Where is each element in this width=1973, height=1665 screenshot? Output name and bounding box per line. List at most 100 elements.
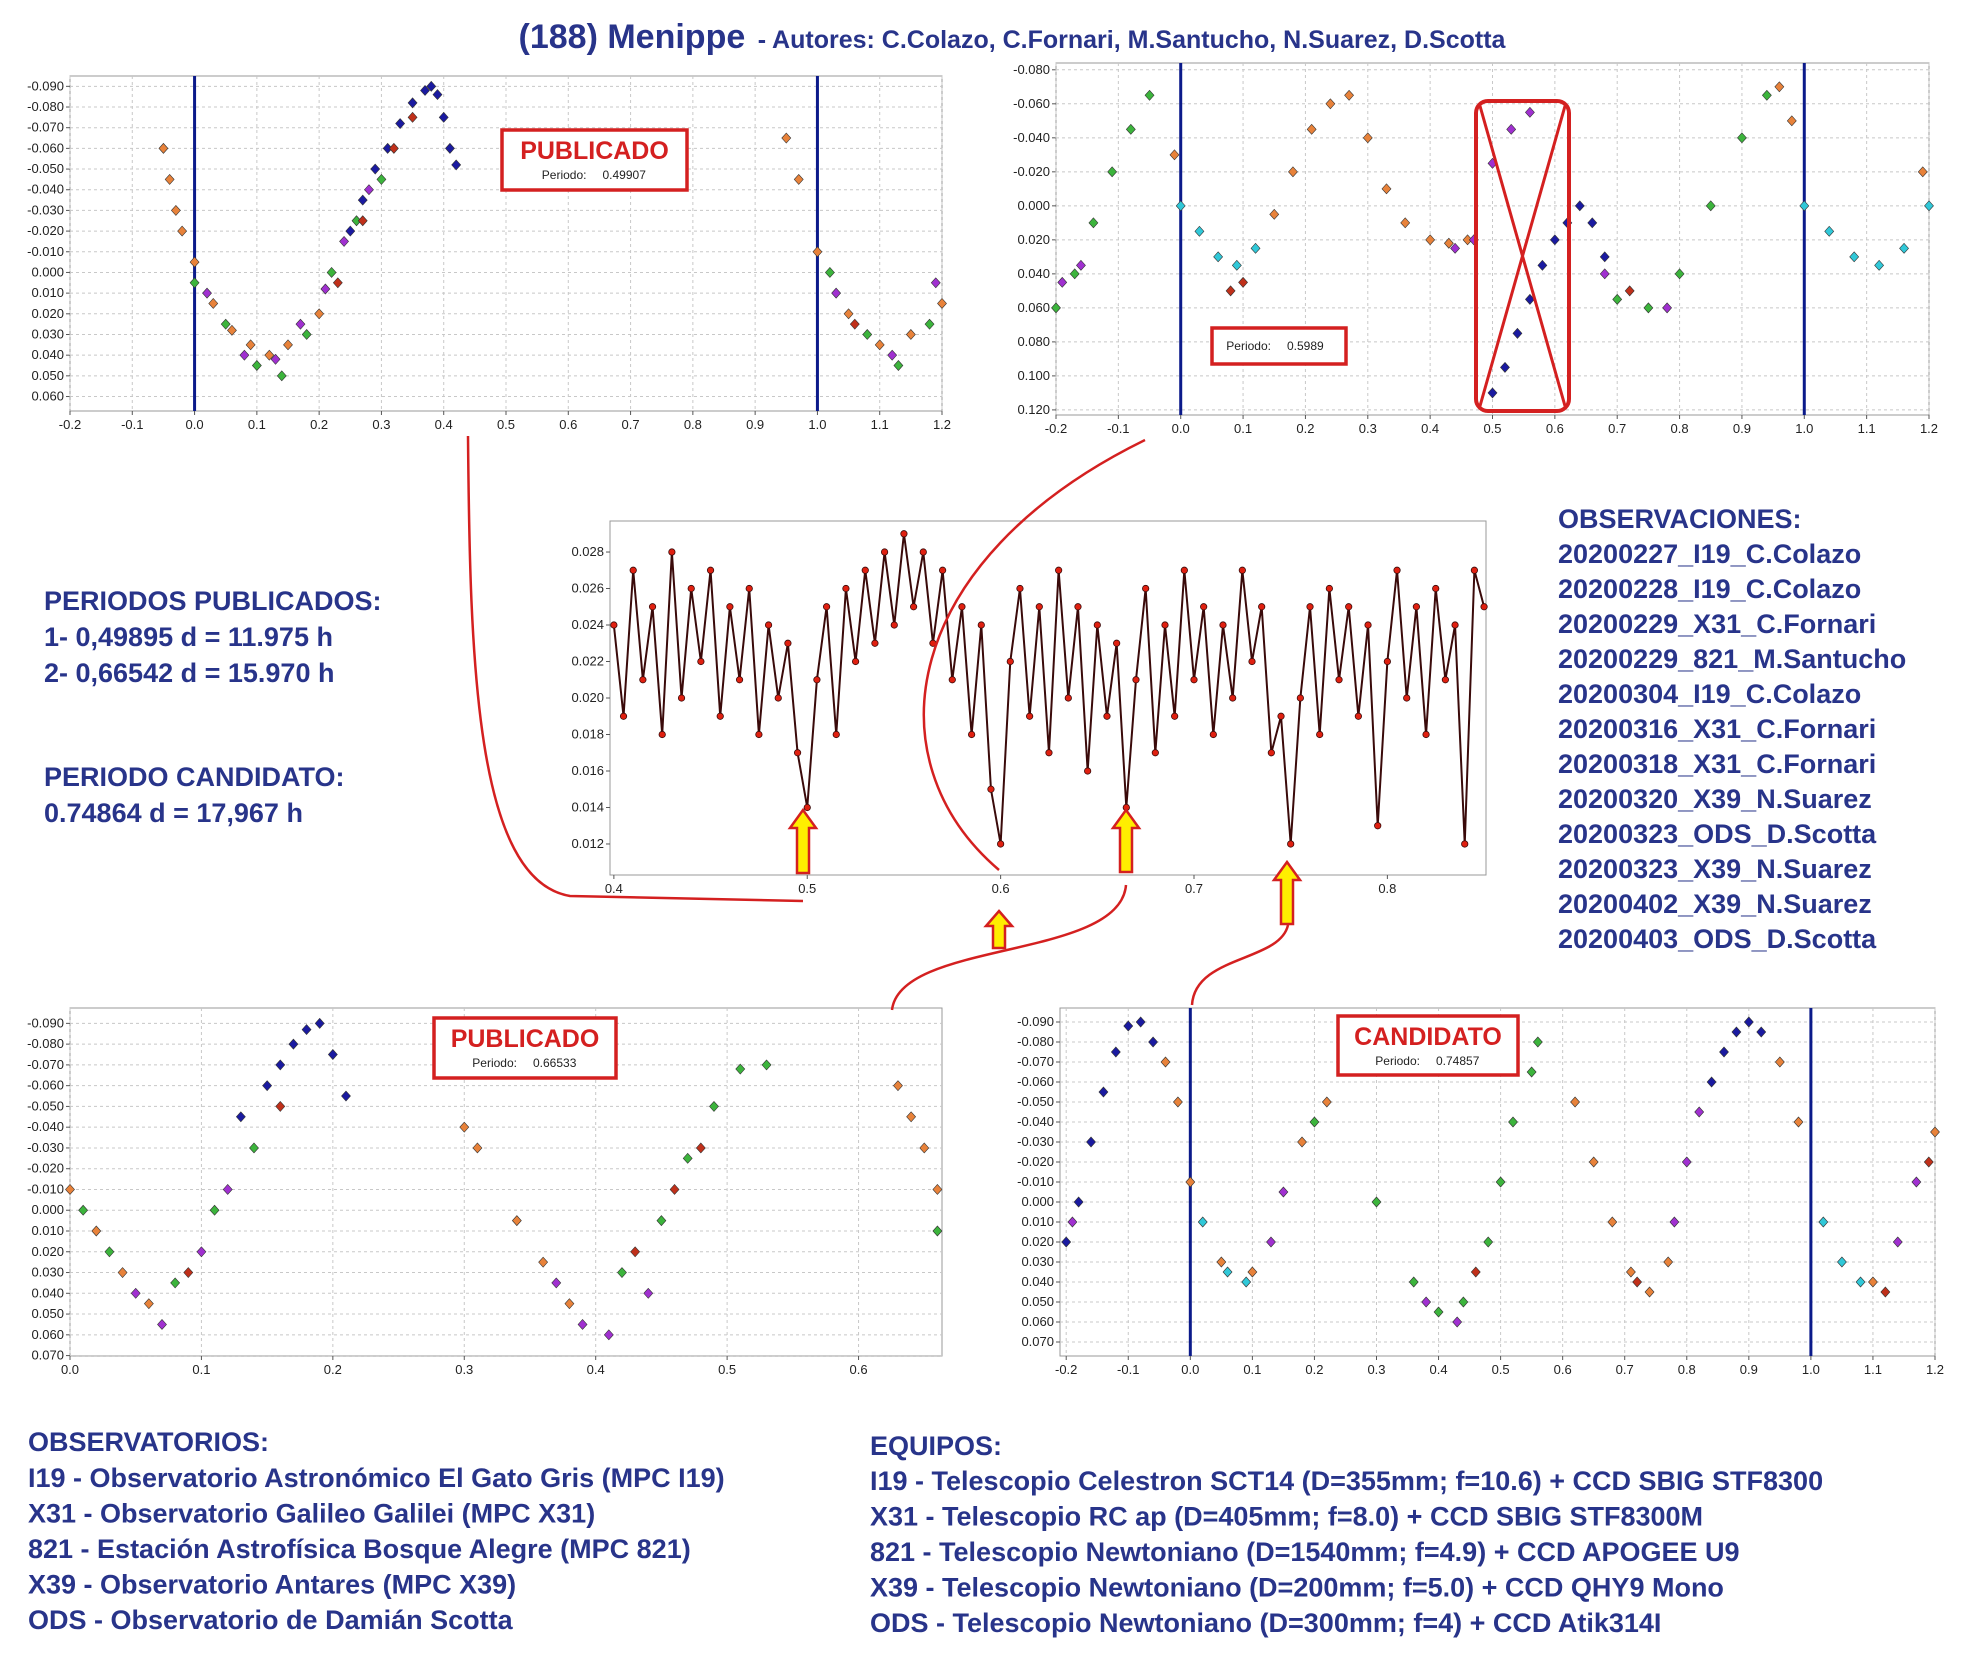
point xyxy=(1487,387,1498,399)
observation: 20200323_ODS_D.Scotta xyxy=(1558,819,1877,849)
point xyxy=(332,277,343,289)
point xyxy=(1267,749,1275,757)
point xyxy=(1737,132,1747,144)
point xyxy=(345,225,356,237)
point xyxy=(1930,1126,1940,1138)
point xyxy=(1258,603,1266,611)
x-tick-label: 1.2 xyxy=(933,417,951,432)
x-tick-label: -0.1 xyxy=(1117,1362,1139,1377)
point xyxy=(1818,1216,1829,1228)
point xyxy=(617,1267,627,1278)
point xyxy=(1238,276,1248,288)
equipment: ODS - Telescopio Newtoniano (D=300mm; f=… xyxy=(870,1608,1661,1638)
authors: - Autores: C.Colazo, C.Fornari, M.Santuc… xyxy=(758,26,1507,54)
point xyxy=(438,111,449,123)
point xyxy=(1383,657,1391,666)
point xyxy=(314,308,325,320)
point xyxy=(1197,1216,1208,1228)
point xyxy=(1506,123,1517,135)
point xyxy=(1599,268,1610,280)
point xyxy=(842,584,850,593)
point xyxy=(445,142,455,154)
point xyxy=(1364,621,1372,629)
point xyxy=(301,1024,312,1036)
y-tick-label: 0.000 xyxy=(1021,1194,1054,1209)
y-tick-label: -0.030 xyxy=(27,1140,64,1155)
point xyxy=(1570,1096,1580,1108)
point xyxy=(1549,234,1560,246)
point xyxy=(1874,259,1885,271)
point xyxy=(639,676,647,684)
point xyxy=(183,1267,194,1278)
point xyxy=(1296,694,1304,702)
x-tick-label: 0.2 xyxy=(324,1362,342,1377)
y-tick-label: -0.070 xyxy=(27,120,64,135)
point xyxy=(1924,200,1934,212)
point xyxy=(709,1100,719,1112)
point xyxy=(1125,123,1136,135)
observation: 20200229_X31_C.Fornari xyxy=(1558,609,1876,639)
point xyxy=(1681,1156,1692,1168)
point xyxy=(208,298,219,309)
point xyxy=(831,287,842,299)
point xyxy=(1381,183,1392,195)
x-tick-label: 0.6 xyxy=(850,1362,868,1377)
point xyxy=(948,676,956,684)
period-line: 0.74864 d = 17,967 h xyxy=(44,798,303,828)
point xyxy=(1412,603,1420,611)
heading: OBSERVATORIOS: xyxy=(28,1427,269,1457)
annotation-box xyxy=(432,1016,618,1080)
point xyxy=(669,1184,680,1195)
point xyxy=(1400,217,1411,229)
x-tick-label: 0.0 xyxy=(1181,1362,1199,1377)
point xyxy=(1470,566,1478,574)
point xyxy=(784,639,792,647)
point xyxy=(209,1204,220,1216)
point xyxy=(1216,1256,1227,1268)
y-tick-label: 0.070 xyxy=(31,1348,64,1363)
point xyxy=(1061,1236,1072,1248)
observatory: 821 - Estación Astrofísica Bosque Alegre… xyxy=(28,1534,691,1564)
y-tick-label: 0.060 xyxy=(31,389,64,404)
point xyxy=(745,584,753,593)
observation: 20200227_I19_C.Colazo xyxy=(1558,539,1861,569)
y-tick-label: 0.040 xyxy=(1017,266,1050,281)
period-value: 0.49907 xyxy=(603,168,647,182)
point xyxy=(706,566,715,574)
x-tick-label: -0.1 xyxy=(121,417,143,432)
x-tick-label: 0.5 xyxy=(497,417,515,432)
point xyxy=(177,225,188,237)
point xyxy=(1306,603,1314,611)
x-tick-label: 1.1 xyxy=(1864,1362,1882,1377)
point xyxy=(1142,584,1150,593)
point xyxy=(849,318,860,330)
annotation-label: CANDIDATO xyxy=(1354,1023,1502,1051)
point xyxy=(288,1038,299,1050)
annotation-label: PUBLICADO xyxy=(451,1025,600,1053)
point xyxy=(220,318,231,330)
point xyxy=(1175,200,1186,212)
point xyxy=(1731,1026,1742,1038)
point xyxy=(1103,712,1111,720)
point xyxy=(270,353,281,365)
point xyxy=(1074,603,1082,611)
point xyxy=(78,1204,89,1216)
point xyxy=(339,235,349,247)
period-label: Periodo: xyxy=(1375,1054,1420,1068)
point xyxy=(104,1246,115,1258)
x-tick-label: 0.5 xyxy=(1483,421,1501,436)
point xyxy=(65,1184,75,1195)
point xyxy=(275,1059,286,1071)
point xyxy=(1793,1116,1804,1128)
point xyxy=(1450,242,1460,254)
point xyxy=(603,1329,614,1341)
y-tick-label: -0.040 xyxy=(27,182,64,197)
point xyxy=(843,308,854,320)
x-tick-label: 0.6 xyxy=(1546,421,1564,436)
observatory: X39 - Observatorio Antares (MPC X39) xyxy=(28,1570,516,1600)
point xyxy=(1756,1026,1767,1038)
point xyxy=(1200,603,1208,611)
y-tick-label: -0.040 xyxy=(1013,130,1050,145)
x-tick-label: 0.6 xyxy=(559,417,577,432)
y-tick-label: -0.060 xyxy=(27,1078,64,1093)
